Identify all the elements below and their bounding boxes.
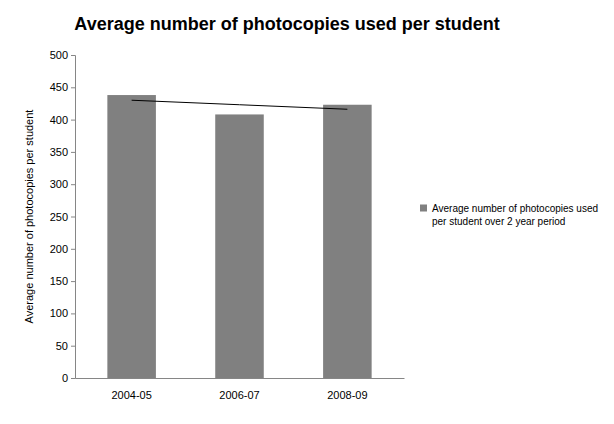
tick: 500 — [50, 49, 75, 61]
tick-label: 200 — [50, 243, 68, 255]
tick-mark — [71, 217, 75, 218]
legend-label: Average number of photocopies usedper st… — [432, 203, 598, 227]
tick: 2004-05 — [111, 378, 151, 401]
tick-mark — [71, 55, 75, 56]
tick-mark — [71, 249, 75, 250]
tick-label: 450 — [50, 81, 68, 93]
tick-mark — [71, 120, 75, 121]
legend-swatch — [420, 205, 427, 212]
tick: 2008-09 — [327, 378, 367, 401]
x-axis: 2004-05 2006-07 2008-09 — [76, 378, 405, 401]
y-axis-line — [71, 56, 76, 379]
y-axis: 0 50 100 150 200 250 300 350 400 450 500 — [50, 49, 76, 384]
bar — [215, 114, 264, 378]
tick-label: 400 — [50, 114, 68, 126]
bar — [107, 95, 156, 378]
y-axis-title: Average number of photocopies per studen… — [23, 110, 35, 324]
tick-mark — [71, 346, 75, 347]
tick-label: 2008-09 — [327, 389, 367, 401]
tick-label: 2006-07 — [219, 389, 259, 401]
tick-label: 250 — [50, 211, 68, 223]
plot: 0501001502002503003504004505002004-05200… — [50, 49, 405, 401]
tick-label: 2004-05 — [111, 389, 151, 401]
tick-mark — [71, 87, 75, 88]
tick-label: 100 — [50, 307, 68, 319]
tick-label: 500 — [50, 49, 68, 61]
tick: 300 — [50, 178, 75, 190]
tick-mark — [71, 313, 75, 314]
tick-mark — [71, 378, 75, 379]
tick: 50 — [56, 340, 75, 352]
tick: 450 — [50, 81, 75, 93]
tick: 2006-07 — [219, 378, 259, 401]
tick-label: 300 — [50, 178, 68, 190]
tick-label: 150 — [50, 275, 68, 287]
tick: 350 — [50, 146, 75, 158]
tick-label: 0 — [62, 372, 68, 384]
trend-line — [132, 100, 348, 109]
tick: 250 — [50, 211, 75, 223]
bar — [323, 105, 372, 378]
tick-label: 350 — [50, 146, 68, 158]
tick-mark — [71, 281, 75, 282]
tick: 150 — [50, 275, 75, 287]
title: Average number of photocopies used per s… — [74, 14, 499, 34]
tick: 0 — [62, 372, 75, 384]
tick-mark — [71, 152, 75, 153]
chart: Average number of photocopies used per s… — [0, 0, 614, 424]
legend: Average number of photocopies usedper st… — [420, 203, 598, 227]
marks — [107, 95, 371, 378]
tick: 100 — [50, 307, 75, 319]
tick: 200 — [50, 243, 75, 255]
x-axis-line — [76, 378, 405, 379]
tick-mark — [71, 184, 75, 185]
tick-label: 50 — [56, 340, 68, 352]
tick: 400 — [50, 114, 75, 126]
